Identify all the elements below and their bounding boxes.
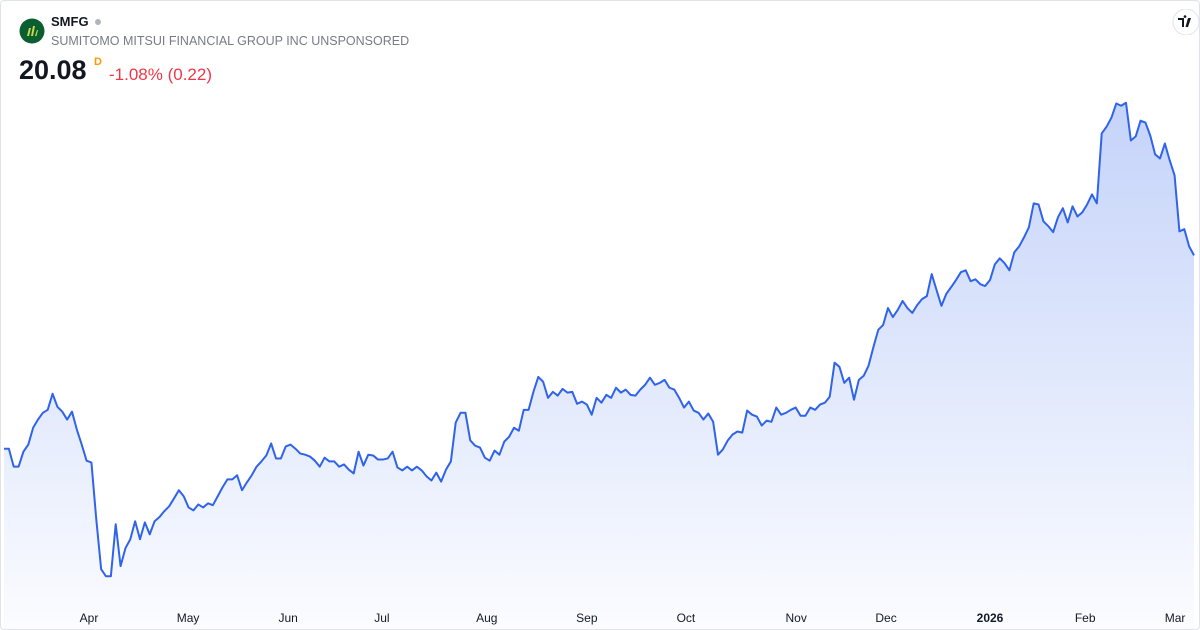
company-name: SUMITOMO MITSUI FINANCIAL GROUP INC UNSP…: [51, 34, 410, 48]
company-logo: [19, 18, 45, 44]
price-change: -1.08% (0.22): [109, 65, 212, 84]
brand-logo: [1172, 9, 1199, 35]
status-dot: [95, 19, 101, 25]
last-price: 20.08: [19, 55, 87, 85]
area-fill: [4, 102, 1194, 629]
interval: D: [94, 56, 102, 68]
price-line: [4, 101, 1195, 578]
ticker: SMFG: [51, 14, 89, 29]
